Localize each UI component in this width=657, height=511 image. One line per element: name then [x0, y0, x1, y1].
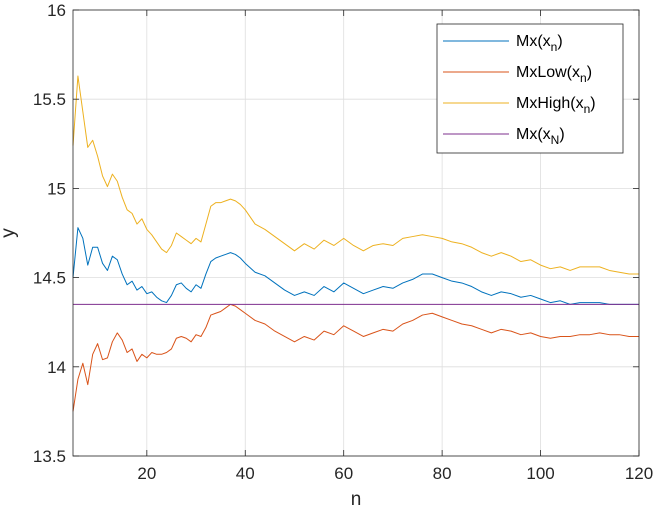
- legend-entry-tail: ): [557, 33, 562, 50]
- plot-frame: [72, 9, 640, 457]
- y-tick-labels: 13.5 14 14.5 15 15.5 16: [33, 1, 66, 466]
- legend-entry: Mx(xn): [516, 33, 563, 54]
- x-tick-label: 120: [625, 464, 653, 483]
- x-tick-label: 60: [334, 464, 353, 483]
- x-tick-label: 20: [137, 464, 156, 483]
- y-tick-label: 15.5: [33, 90, 66, 109]
- legend-box: [436, 23, 624, 154]
- legend-entry-subscript: n: [584, 102, 591, 116]
- legend-entry-main: MxHigh(x: [516, 95, 584, 112]
- x-tick-labels: 20 40 60 80 100 120: [137, 464, 653, 483]
- y-tick-label: 16: [47, 1, 66, 20]
- legend-entry-tail: ): [590, 95, 595, 112]
- x-tick-label: 40: [236, 464, 255, 483]
- y-axis-label: y: [0, 228, 19, 238]
- legend-entry: MxLow(xn): [516, 64, 592, 85]
- y-tick-label: 14.5: [33, 269, 66, 288]
- legend-entry: Mx(xN): [516, 126, 565, 147]
- series-line-1: [72, 303, 639, 412]
- legend-entry-main: MxLow(x: [516, 64, 580, 81]
- y-tick-label: 14: [47, 358, 66, 377]
- series-line-0: [72, 227, 639, 305]
- series-line-2: [72, 75, 639, 275]
- legend-entry-main: Mx(x: [516, 126, 551, 143]
- series-lines: [72, 75, 639, 412]
- x-tick-label: 100: [526, 464, 554, 483]
- legend-entry-subscript: N: [551, 133, 560, 147]
- y-tick-label: 13.5: [33, 447, 66, 466]
- legend-entry-subscript: n: [580, 71, 587, 85]
- legend-entry-subscript: n: [551, 40, 558, 54]
- legend-entry-main: Mx(x: [516, 33, 551, 50]
- legend-entry: MxHigh(xn): [516, 95, 596, 116]
- legend-entry-tail: ): [587, 64, 592, 81]
- axis-ticks: [73, 9, 640, 457]
- x-tick-label: 80: [433, 464, 452, 483]
- x-axis-label: n: [351, 489, 362, 510]
- legend: Mx(xn)MxLow(xn)MxHigh(xn)Mx(xN): [436, 23, 624, 154]
- y-tick-label: 15: [47, 179, 66, 198]
- legend-entry-tail: ): [559, 126, 564, 143]
